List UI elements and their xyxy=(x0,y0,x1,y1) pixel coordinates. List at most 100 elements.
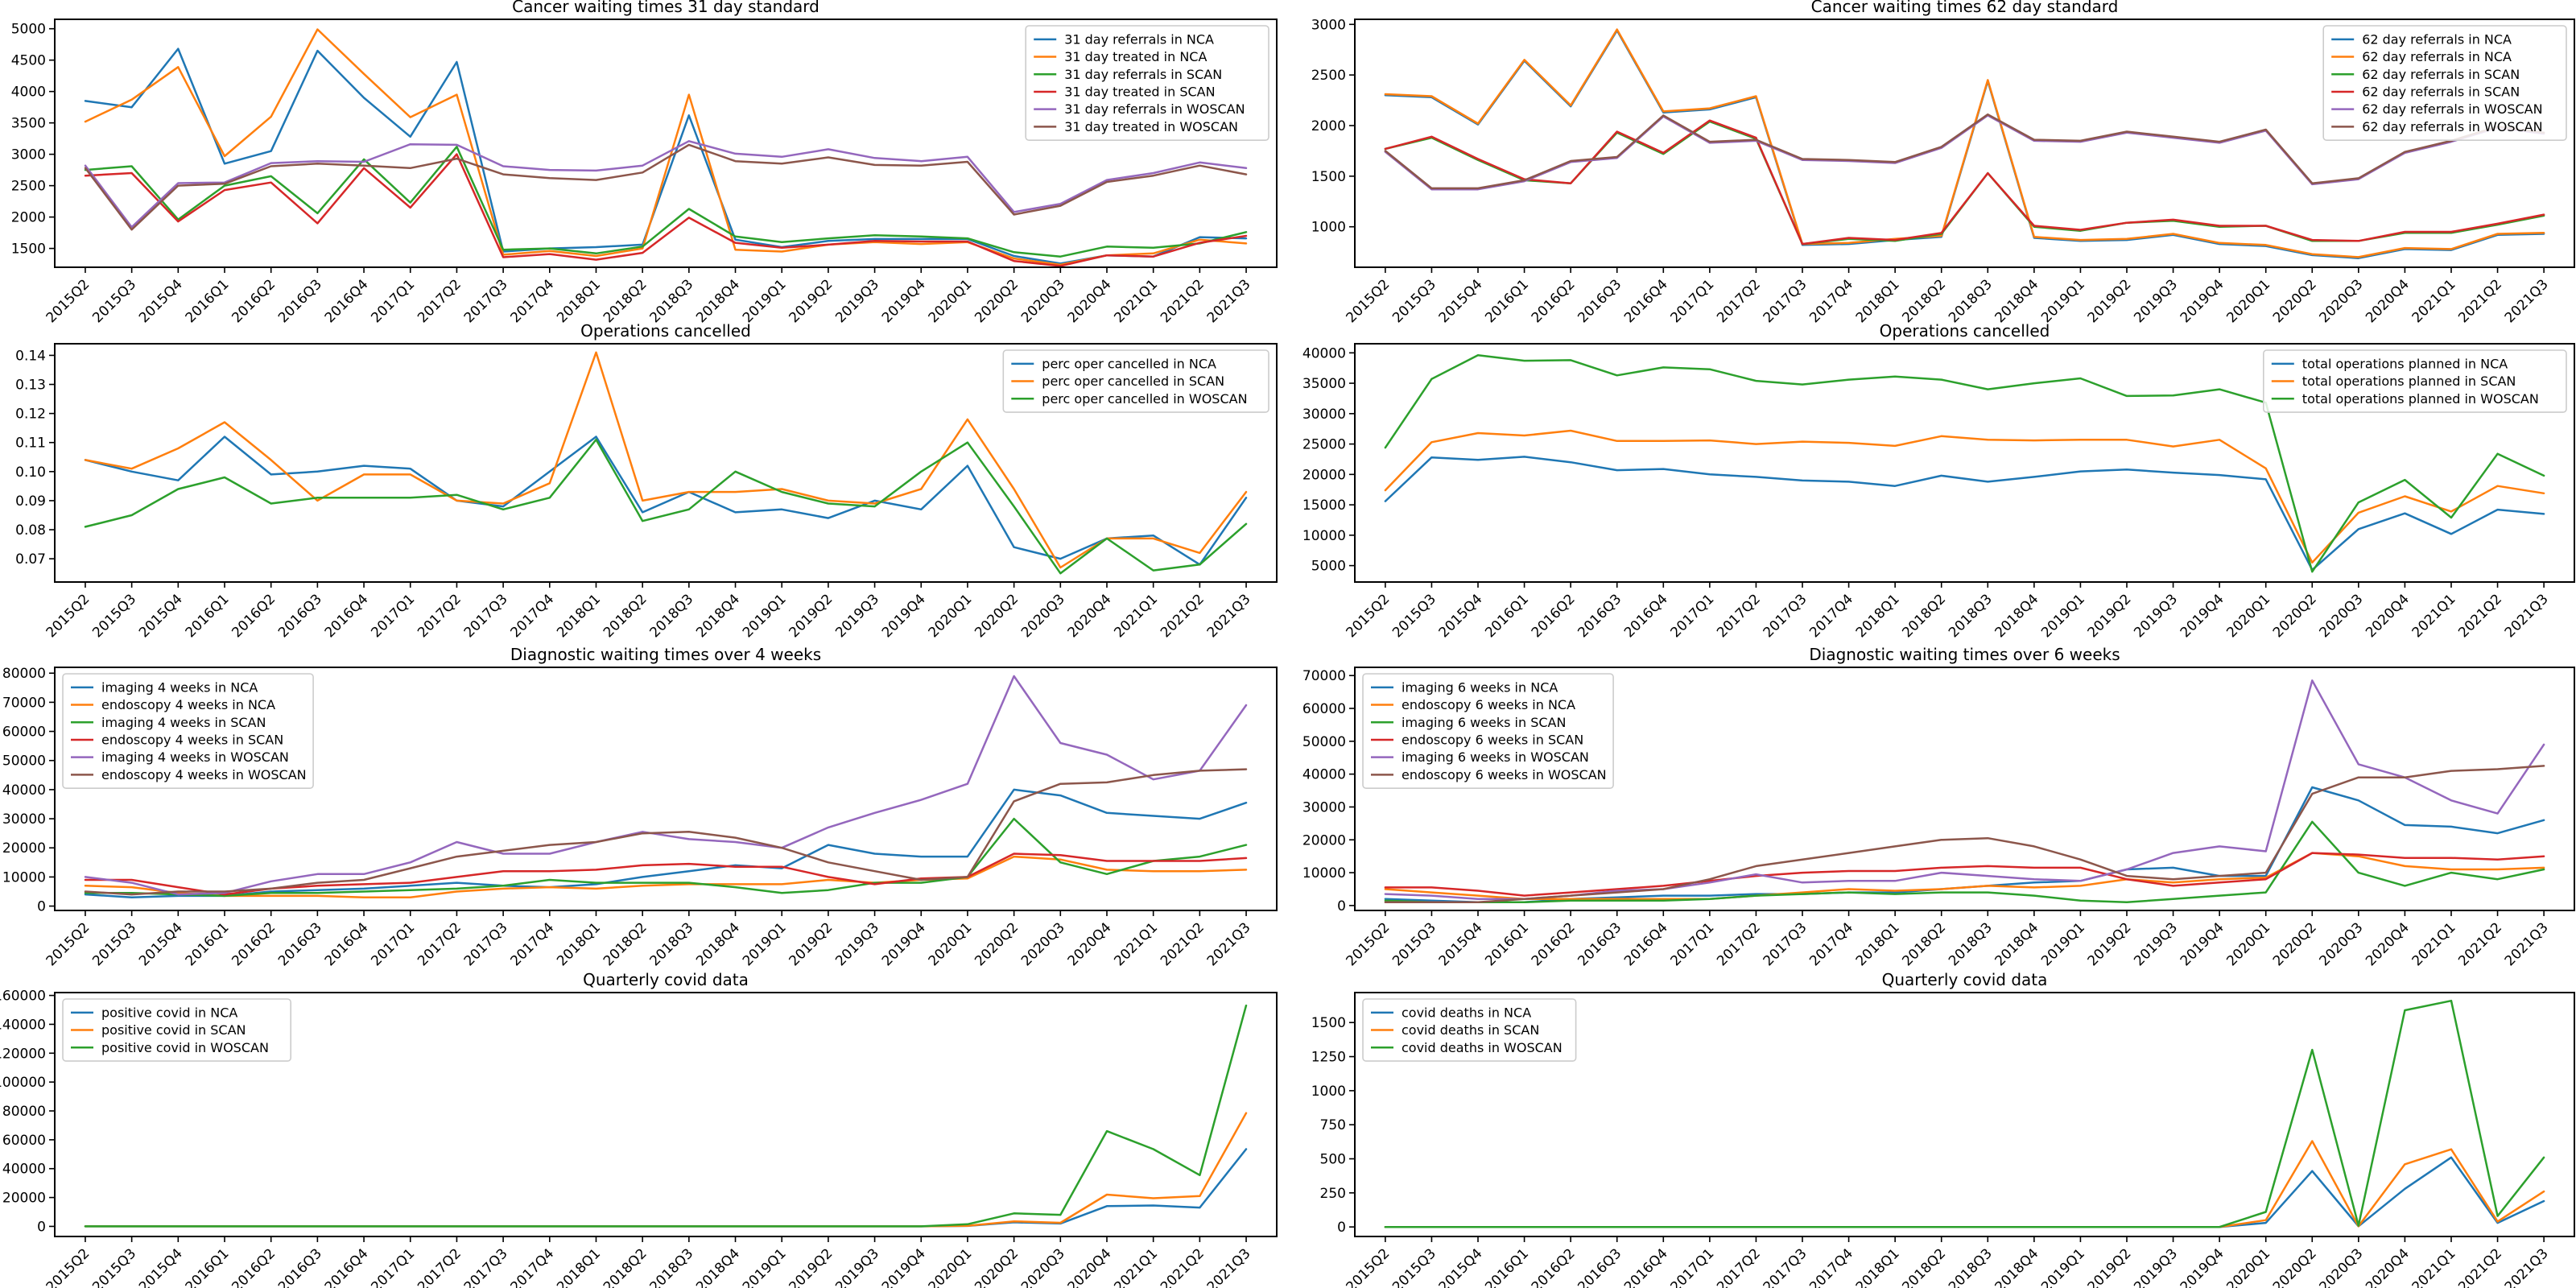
legend: perc oper cancelled in NCA perc oper canc… xyxy=(1002,349,1269,413)
y-tick-label: 0.14 xyxy=(15,348,46,364)
legend-entry: 62 day referrals in NCA xyxy=(2362,49,2512,64)
y-tick-label: 0 xyxy=(37,1219,46,1235)
series-line xyxy=(1384,765,2545,904)
series-line xyxy=(84,675,1248,896)
chart-title: Operations cancelled xyxy=(580,321,751,341)
series-line xyxy=(84,47,1248,265)
y-tick-label: 30000 xyxy=(1302,799,1346,815)
legend-entry: imaging 6 weeks in SCAN xyxy=(1402,715,1566,730)
y-tick-label: 0 xyxy=(37,899,46,915)
y-tick-label: 1250 xyxy=(1311,1050,1346,1066)
legend-entry: 62 day referrals in WOSCAN xyxy=(2362,119,2542,134)
y-tick-label: 60000 xyxy=(1302,701,1346,717)
axes-frame xyxy=(1354,992,2575,1237)
series-group xyxy=(84,675,1248,898)
legend-entry: total operations planned in NCA xyxy=(2302,356,2508,371)
legend-entry: endoscopy 6 weeks in NCA xyxy=(1402,697,1575,712)
series-line xyxy=(1384,820,2545,904)
y-tick-label: 4500 xyxy=(11,53,46,69)
chart-title: Quarterly covid data xyxy=(1882,970,2048,989)
legend-box xyxy=(62,673,314,789)
y-tick-label: 40000 xyxy=(2,782,46,799)
y-tick-label: 10000 xyxy=(1302,528,1346,544)
y-tick-label: 0.10 xyxy=(15,464,46,481)
y-tick-label: 50000 xyxy=(2,753,46,770)
series-line xyxy=(1384,429,2545,564)
legend-entry: endoscopy 6 weeks in WOSCAN xyxy=(1402,767,1607,782)
legend-entry: positive covid in WOSCAN xyxy=(101,1040,269,1055)
legend-entry: perc oper cancelled in NCA xyxy=(1042,356,1216,371)
y-tick-label: 60000 xyxy=(2,724,46,741)
legend-box xyxy=(62,998,292,1062)
series-line xyxy=(84,351,1248,569)
y-tick-label: 20000 xyxy=(2,1191,46,1207)
series-group xyxy=(84,351,1248,575)
legend-entry: covid deaths in SCAN xyxy=(1402,1022,1539,1038)
legend-entry: 62 day referrals in SCAN xyxy=(2362,84,2520,99)
series-line xyxy=(84,143,1248,231)
y-tick-label: 0 xyxy=(1337,1220,1346,1236)
y-tick-label: 50000 xyxy=(1302,734,1346,750)
y-tick-label: 120000 xyxy=(0,1046,46,1062)
y-tick-label: 2000 xyxy=(1311,118,1346,134)
legend-entry: imaging 4 weeks in SCAN xyxy=(101,715,266,730)
y-tick-label: 20000 xyxy=(1302,832,1346,848)
y-tick-label: 10000 xyxy=(2,869,46,886)
y-tick-label: 3000 xyxy=(1311,17,1346,33)
series-line xyxy=(84,28,1248,266)
series-line xyxy=(1384,28,2545,258)
legend-entry: perc oper cancelled in SCAN xyxy=(1042,374,1224,389)
y-tick-label: 15000 xyxy=(1302,497,1346,514)
legend-entry: 31 day referrals in WOSCAN xyxy=(1064,101,1245,117)
legend-entry: imaging 6 weeks in WOSCAN xyxy=(1402,749,1589,765)
legend-entry: imaging 6 weeks in NCA xyxy=(1402,679,1558,695)
y-tick-label: 160000 xyxy=(0,989,46,1005)
series-line xyxy=(84,140,1248,229)
axes-frame xyxy=(1354,19,2575,268)
y-tick-label: 2000 xyxy=(11,210,46,226)
y-tick-label: 750 xyxy=(1320,1117,1346,1133)
y-tick-label: 1500 xyxy=(1311,1015,1346,1031)
y-tick-label: 500 xyxy=(1320,1152,1346,1168)
y-tick-label: 60000 xyxy=(2,1133,46,1149)
legend: covid deaths in NCA covid deaths in SCAN c… xyxy=(1362,998,1577,1062)
legend-entry: covid deaths in WOSCAN xyxy=(1402,1040,1563,1055)
y-tick-label: 3000 xyxy=(11,147,46,163)
series-line xyxy=(1384,456,2545,572)
y-tick-label: 5000 xyxy=(11,22,46,38)
legend-entry: endoscopy 4 weeks in NCA xyxy=(101,697,275,712)
legend-box xyxy=(1362,998,1577,1062)
legend-entry: 31 day referrals in SCAN xyxy=(1064,67,1222,82)
series-group xyxy=(1384,999,2545,1228)
series-group xyxy=(1384,679,2545,904)
legend-box xyxy=(1025,25,1269,141)
y-tick-label: 40000 xyxy=(1302,767,1346,783)
axes-frame xyxy=(54,667,1278,911)
chart-title: Diagnostic waiting times over 4 weeks xyxy=(510,645,821,664)
y-tick-label: 30000 xyxy=(1302,407,1346,423)
legend: total operations planned in NCA total ope… xyxy=(2263,349,2567,413)
axes-frame xyxy=(1354,343,2575,583)
series-line xyxy=(84,438,1248,575)
y-tick-label: 0.07 xyxy=(15,551,46,568)
series-line xyxy=(1384,852,2545,900)
chart-title: Operations cancelled xyxy=(1880,321,2050,341)
series-line xyxy=(1384,113,2545,190)
chart-title: Cancer waiting times 31 day standard xyxy=(512,0,819,16)
y-tick-label: 20000 xyxy=(2,840,46,857)
series-line xyxy=(84,436,1248,566)
series-line xyxy=(84,146,1248,258)
series-line xyxy=(1384,852,2545,897)
series-group xyxy=(1384,28,2545,259)
y-tick-label: 0 xyxy=(1337,898,1346,914)
legend-entry: positive covid in SCAN xyxy=(101,1022,246,1038)
y-tick-label: 5000 xyxy=(1311,559,1346,575)
y-tick-label: 0.09 xyxy=(15,493,46,510)
y-tick-label: 70000 xyxy=(2,695,46,711)
legend-entry: covid deaths in NCA xyxy=(1402,1005,1531,1020)
chart-title: Quarterly covid data xyxy=(583,970,749,989)
chart-title: Diagnostic waiting times over 6 weeks xyxy=(1809,645,2120,664)
y-tick-label: 100000 xyxy=(0,1075,46,1091)
legend-entry: 31 day treated in NCA xyxy=(1064,49,1207,64)
